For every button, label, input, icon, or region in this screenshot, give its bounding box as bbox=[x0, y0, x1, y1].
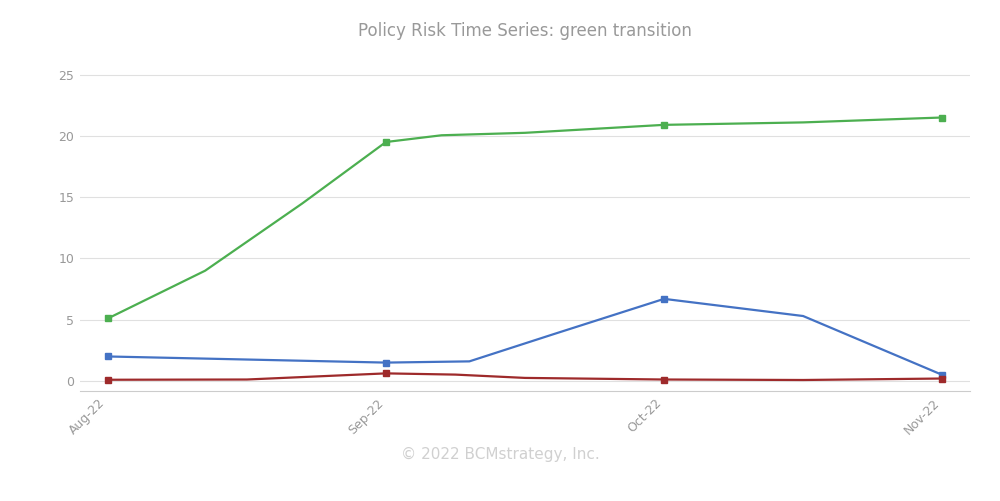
Title: Policy Risk Time Series: green transition: Policy Risk Time Series: green transitio… bbox=[358, 22, 692, 40]
Text: © 2022 BCMstrategy, Inc.: © 2022 BCMstrategy, Inc. bbox=[401, 447, 599, 462]
